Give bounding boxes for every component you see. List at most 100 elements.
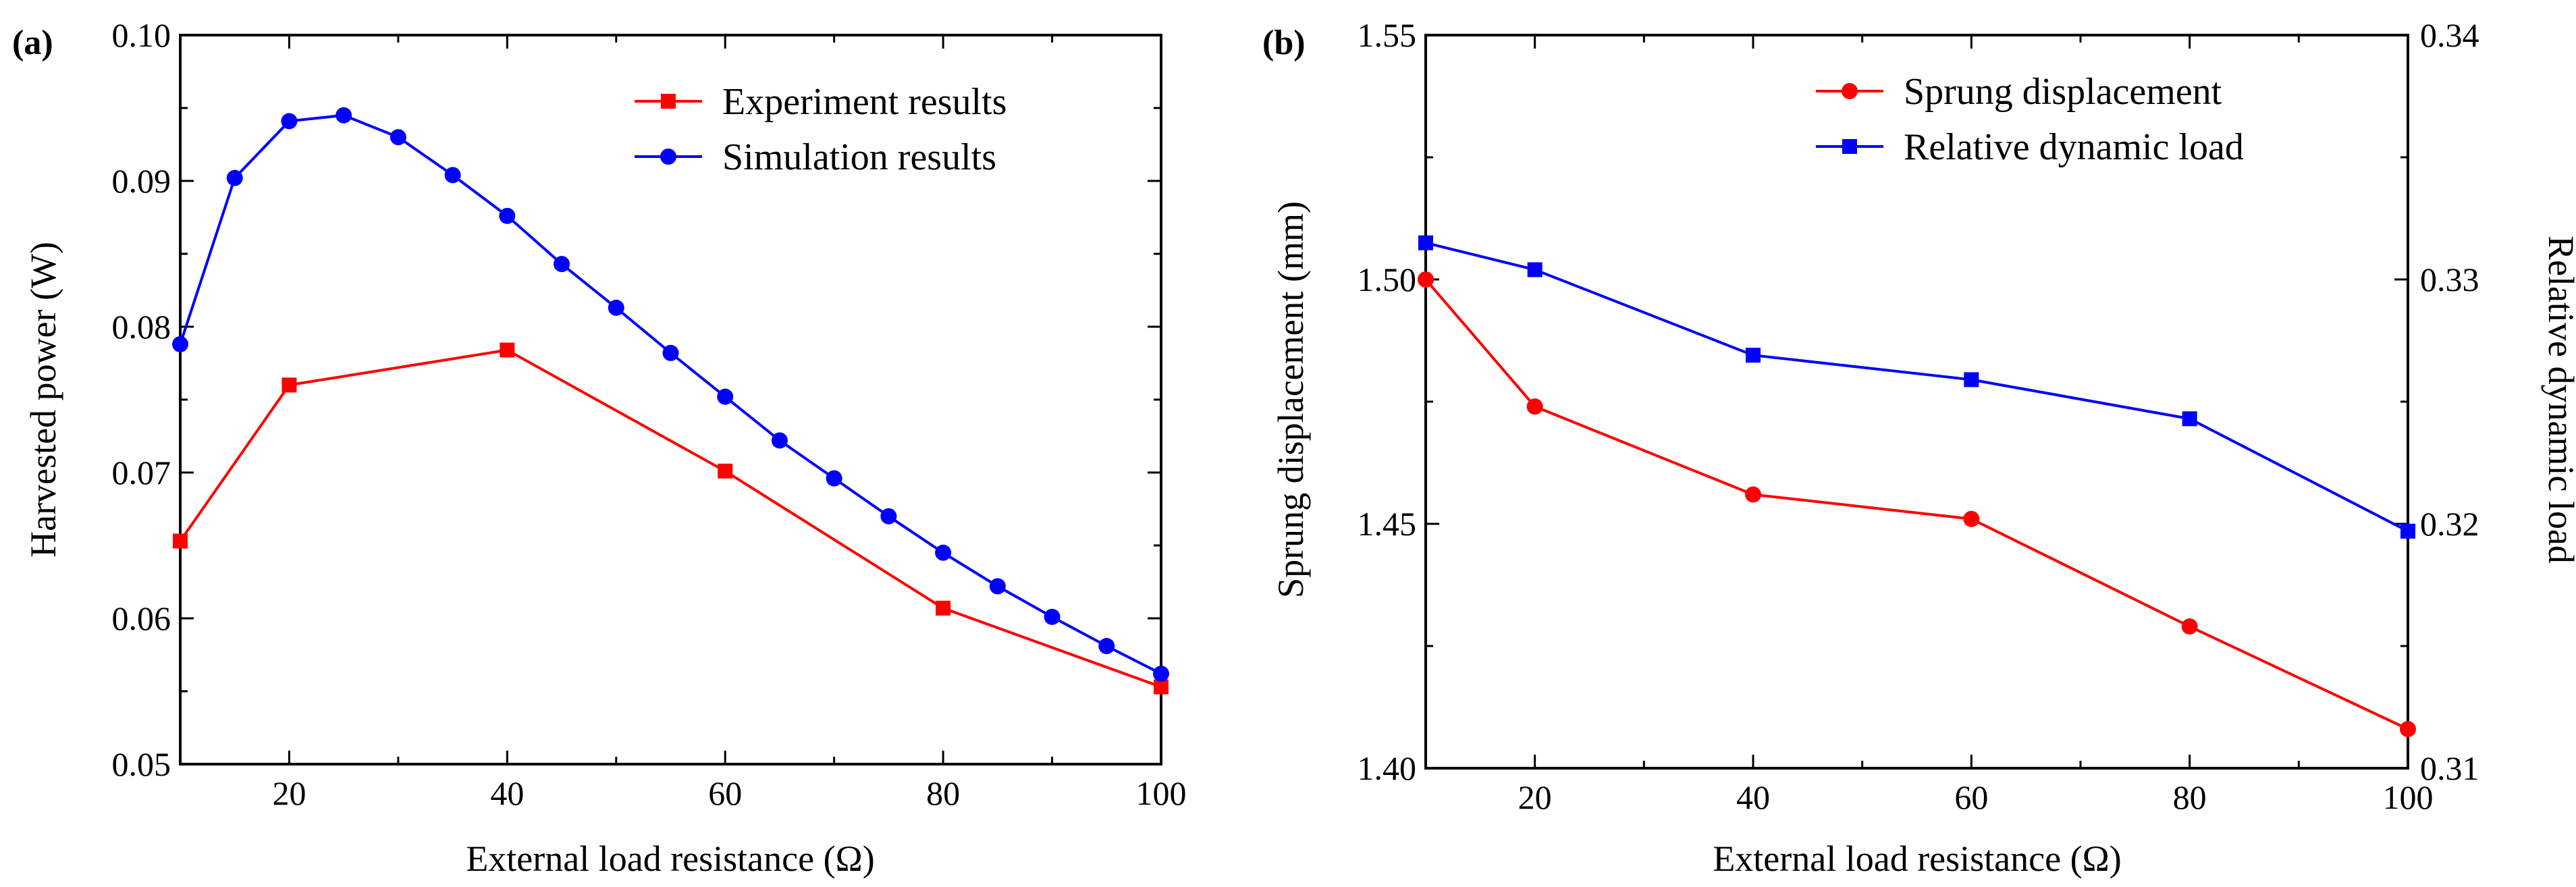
data-point <box>499 207 516 224</box>
data-point <box>2400 721 2416 738</box>
legend-a: Experiment results Simulation results <box>635 81 1007 178</box>
y-tick-label: 0.10 <box>112 16 171 54</box>
data-point <box>718 463 733 479</box>
data-point <box>662 344 679 361</box>
data-point <box>935 544 952 561</box>
data-point <box>1418 271 1434 288</box>
panel-a: 20 40 60 80 100 0.05 0.06 0.07 0.08 0.09 0.10 (a)… <box>12 16 1187 879</box>
series-b-0 <box>1418 271 2416 738</box>
series-line <box>179 348 1162 689</box>
data-point <box>936 600 951 616</box>
x-tick-label: 20 <box>272 774 306 812</box>
data-point <box>1044 608 1061 625</box>
y-right-tick-label: 0.33 <box>2420 261 2479 298</box>
y-tick-label: 0.07 <box>112 454 171 491</box>
data-point <box>880 508 897 525</box>
data-point <box>500 342 515 358</box>
legend-marker <box>1842 139 1857 154</box>
panel-label-b: (b) <box>1262 24 1306 62</box>
panel-b: 20 40 60 80 100 1.401.451.501.55 0.310.320.3… <box>1262 16 2576 879</box>
data-point <box>172 335 188 352</box>
legend-label: Relative dynamic load <box>1904 126 2244 168</box>
data-point <box>1964 372 1979 387</box>
y-axis-title-a: Harvested power (W) <box>23 242 63 558</box>
x-tick-label: 80 <box>926 774 960 812</box>
y-tick-label: 1.45 <box>1358 505 1417 543</box>
series-line <box>179 113 1162 675</box>
data-point <box>771 432 788 449</box>
x-tick-label: 80 <box>2173 778 2207 816</box>
x-tick-label: 40 <box>1736 778 1770 816</box>
data-point <box>2181 618 2198 635</box>
x-tick-label: 100 <box>2383 778 2434 816</box>
y-axis-title-right-b: Relative dynamic load <box>2541 236 2576 564</box>
series-line <box>1424 278 2409 730</box>
y-tick-label: 1.50 <box>1358 261 1417 298</box>
x-ticks-b: 20 40 60 80 100 <box>1518 35 2434 816</box>
data-point <box>390 129 406 146</box>
series-a <box>172 107 1169 695</box>
legend-item: Sprung displacement <box>1816 71 2222 113</box>
y-right-tick-label: 0.31 <box>2420 749 2479 787</box>
x-tick-label: 60 <box>708 774 742 812</box>
y-tick-label: 1.40 <box>1358 749 1417 787</box>
y-ticks-b: 1.40 1.45 1.50 1.55 <box>1358 16 1439 787</box>
data-point <box>608 299 624 316</box>
series-b <box>1418 235 2416 738</box>
x-tick-label: 40 <box>490 774 524 812</box>
data-point <box>173 533 188 549</box>
x-tick-label: 100 <box>1136 774 1187 812</box>
x-axis-title-a: External load resistance (Ω) <box>466 838 874 879</box>
legend-marker <box>660 149 676 165</box>
series-line <box>1425 241 2409 533</box>
data-point <box>444 167 461 184</box>
y-axis-title-b: Sprung displacement (mm) <box>1270 201 1311 598</box>
data-point <box>1154 679 1169 695</box>
legend-label: Experiment results <box>722 81 1007 123</box>
data-point <box>1418 235 1433 250</box>
series-a-0 <box>173 342 1169 695</box>
legend-b: Sprung displacement Relative dynamic load <box>1816 71 2244 168</box>
legend-item: Relative dynamic load <box>1816 126 2244 168</box>
data-point <box>717 388 734 405</box>
data-point <box>2400 523 2415 539</box>
legend-item: Experiment results <box>635 81 1007 123</box>
data-point <box>336 107 352 124</box>
data-point <box>826 470 842 487</box>
data-point <box>1745 486 1761 503</box>
y-tick-label: 1.55 <box>1358 16 1417 54</box>
x-ticks-a: 20 40 60 80 100 <box>272 35 1187 812</box>
legend-label: Sprung displacement <box>1904 71 2222 113</box>
data-point <box>1153 666 1169 682</box>
data-point <box>1746 348 1761 363</box>
legend-marker <box>661 94 676 109</box>
data-point <box>1098 638 1115 655</box>
x-tick-label: 60 <box>1954 778 1988 816</box>
data-point <box>554 256 570 273</box>
panel-label-a: (a) <box>12 24 53 62</box>
x-axis-title-b: External load resistance (Ω) <box>1713 838 2121 879</box>
series-b-1 <box>1418 235 2415 539</box>
data-point <box>1527 262 1542 277</box>
y-ticks-a: 0.05 0.06 0.07 0.08 0.09 0.10 <box>112 16 1161 783</box>
legend-label: Simulation results <box>722 136 996 178</box>
y-tick-label: 0.05 <box>112 745 171 783</box>
y-tick-label: 0.09 <box>112 162 171 200</box>
data-point <box>1963 510 1980 527</box>
data-point <box>2182 411 2197 427</box>
data-point <box>281 113 298 130</box>
y-right-tick-label: 0.32 <box>2420 505 2479 543</box>
plot-frame-a <box>179 34 1162 765</box>
x-tick-label: 20 <box>1518 778 1552 816</box>
series-a-1 <box>172 107 1169 682</box>
data-point <box>989 578 1006 595</box>
y-tick-label: 0.06 <box>112 599 171 637</box>
legend-marker <box>1842 83 1858 99</box>
y-tick-label: 0.08 <box>112 308 171 346</box>
y-right-tick-label: 0.34 <box>2420 16 2479 54</box>
data-point <box>226 169 243 186</box>
data-point <box>281 377 297 393</box>
data-point <box>1526 398 1543 415</box>
y-ticks-right-b: 0.31 0.32 0.33 0.34 <box>2394 16 2479 787</box>
